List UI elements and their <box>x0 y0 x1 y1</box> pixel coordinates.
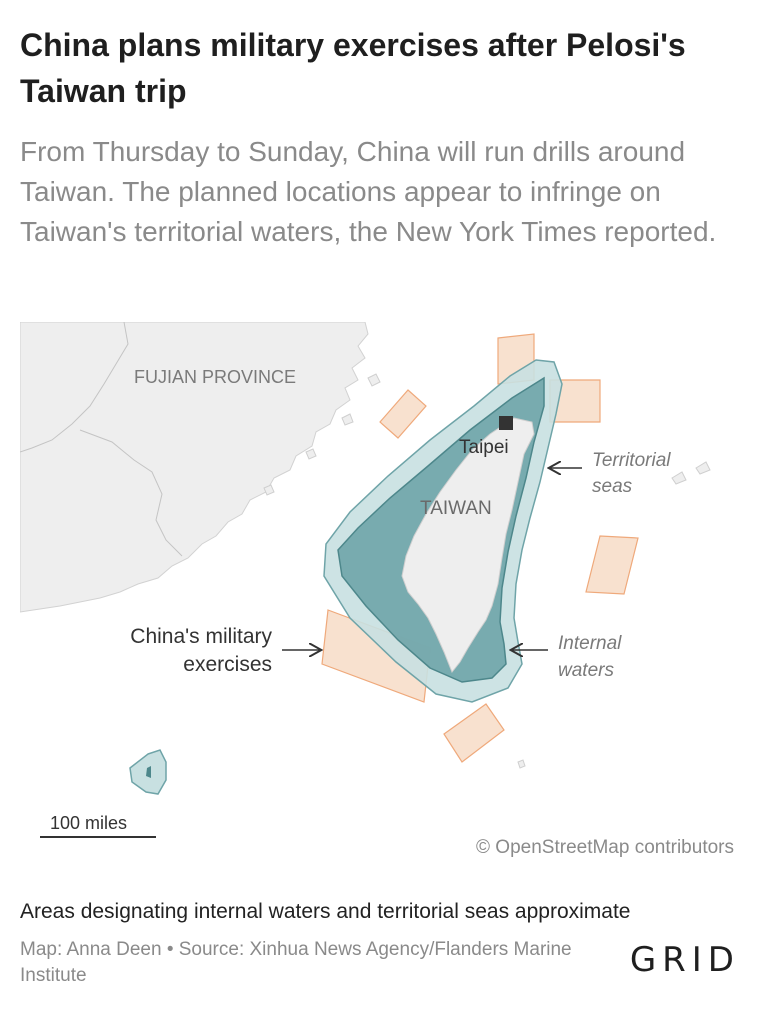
mainland-land <box>20 322 369 613</box>
coastal-island <box>517 759 526 769</box>
scale-label: 100 miles <box>50 813 127 833</box>
coastal-island <box>367 373 381 387</box>
coastal-island <box>671 471 687 485</box>
source-credit: Map: Anna Deen • Source: Xinhua News Age… <box>20 939 572 986</box>
exercise-zone <box>443 703 505 763</box>
fujian-province-label: FUJIAN PROVINCE <box>134 367 296 387</box>
exercises-label-2: exercises <box>183 653 272 676</box>
territorial-seas-label-2: seas <box>592 476 633 497</box>
province-border <box>79 429 183 557</box>
internal-waters-label-2: waters <box>558 660 614 681</box>
exercise-zone <box>379 389 427 439</box>
province-border <box>20 322 129 453</box>
taiwan-map: Taipei FUJIAN PROVINCE TAIWAN Territoria… <box>20 322 734 858</box>
exercises-label: China's military <box>130 625 272 648</box>
southern-island <box>146 766 151 778</box>
internal-waters-label: Internal <box>558 633 622 654</box>
taipei-label: Taipei <box>459 437 509 458</box>
page-subtitle: From Thursday to Sunday, China will run … <box>20 136 717 247</box>
coastal-island <box>263 484 275 496</box>
map-attribution: © OpenStreetMap contributors <box>476 837 734 858</box>
page-title: China plans military exercises after Pel… <box>20 27 686 109</box>
coastal-island <box>305 448 317 460</box>
territorial-seas-label: Territorial <box>592 450 671 471</box>
grid-logo: GRID <box>629 940 740 980</box>
coastal-island <box>341 413 354 426</box>
taipei-marker <box>499 416 513 430</box>
taiwan-label: TAIWAN <box>420 498 492 519</box>
map-note: Areas designating internal waters and te… <box>20 900 631 923</box>
coastal-island <box>695 461 711 475</box>
taiwan-island <box>401 417 535 673</box>
exercise-zone <box>585 535 639 595</box>
